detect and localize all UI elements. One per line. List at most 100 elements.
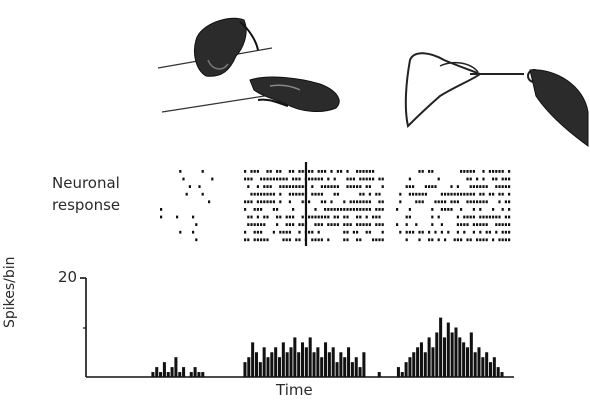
raster-spike (349, 177, 352, 181)
raster-spike (428, 230, 431, 234)
raster-spike (492, 238, 495, 242)
raster-spike (501, 177, 504, 181)
raster-spike (260, 208, 263, 211)
raster-spike (256, 192, 259, 196)
raster-spike (198, 185, 201, 188)
histogram-bar (312, 352, 316, 377)
raster-spike (440, 223, 443, 226)
raster-spike (244, 238, 247, 242)
raster-spike (346, 170, 349, 173)
histogram-bar (462, 342, 466, 377)
raster-spike (456, 192, 459, 196)
histogram-bar (277, 357, 282, 377)
raster-spike (375, 208, 378, 211)
raster-spike (408, 185, 411, 188)
raster-spike (434, 230, 437, 234)
raster-spike (437, 177, 440, 181)
raster-spike (298, 223, 301, 226)
histogram-bar (458, 337, 462, 377)
raster-spike (308, 200, 311, 204)
raster-spike (301, 192, 304, 196)
raster-spike (476, 238, 479, 242)
raster-spike (301, 185, 304, 188)
raster-spike (244, 208, 247, 211)
raster-spike (504, 238, 507, 242)
raster-spike (508, 230, 511, 234)
histogram-bar (431, 347, 435, 377)
raster-spike (333, 215, 336, 219)
raster-spike (431, 208, 434, 211)
raster-spike (466, 223, 469, 226)
histogram-bar (297, 352, 301, 377)
raster-spike (431, 238, 434, 242)
raster-spike (453, 200, 456, 204)
raster-spike (298, 170, 301, 173)
raster-spike (508, 177, 511, 181)
raster-spike (378, 238, 381, 242)
raster-spike (336, 185, 339, 188)
raster-spike (301, 215, 304, 219)
raster-spike (295, 185, 298, 188)
hand-grasping-with-tool-icon (404, 52, 589, 147)
raster-spike (368, 230, 371, 234)
raster-spike (352, 208, 355, 211)
raster-spike (356, 215, 359, 219)
raster-spike (479, 192, 482, 196)
histogram-bar (465, 347, 469, 377)
raster-spike (260, 238, 263, 242)
raster-spike (476, 185, 479, 188)
raster-spike (247, 238, 250, 242)
raster-spike (192, 215, 195, 219)
raster-spike (356, 185, 359, 188)
raster-spike (314, 223, 317, 226)
histogram-bar (178, 372, 182, 377)
raster-spike (253, 238, 256, 242)
raster-spike (498, 215, 501, 219)
raster-spike (456, 230, 459, 234)
raster-spike (308, 215, 311, 219)
raster-spike (333, 208, 336, 211)
y-axis-label: Spikes/bin (2, 256, 18, 328)
histogram-bar (331, 347, 335, 377)
histogram-bar (335, 362, 339, 377)
histogram-bar (308, 337, 312, 377)
raster-spike (295, 177, 298, 181)
raster-spike (295, 192, 298, 196)
raster-spike (444, 208, 447, 211)
raster-spike (247, 177, 250, 181)
raster-spike (288, 192, 291, 196)
raster-spike (418, 230, 421, 234)
raster-spike (352, 177, 355, 181)
raster-spike (472, 223, 475, 226)
raster-spike (311, 192, 314, 196)
raster-spike (453, 192, 456, 196)
raster-spike (266, 185, 269, 188)
histogram-bar (454, 327, 458, 377)
raster-spike (269, 177, 272, 181)
raster-spike (460, 208, 463, 211)
histogram-bar (404, 362, 408, 377)
raster-spike (346, 177, 349, 181)
raster-spike (288, 223, 291, 226)
raster-spike (311, 177, 314, 181)
raster-spike (375, 215, 378, 219)
raster-spike (272, 192, 275, 196)
raster-spike (485, 185, 488, 188)
raster-spike (320, 192, 323, 196)
raster-spike (324, 170, 327, 173)
raster-spike (272, 208, 275, 211)
raster-spike (260, 192, 263, 196)
raster-spike (463, 230, 466, 234)
raster-spike (253, 192, 256, 196)
raster-spike (421, 170, 424, 173)
raster-spike (418, 200, 421, 204)
histogram-bar (481, 357, 485, 377)
raster-spike (488, 170, 491, 173)
histogram-bar (496, 367, 500, 377)
raster-spike (504, 215, 507, 219)
raster-spike (343, 208, 346, 211)
histogram-bar (354, 357, 358, 377)
raster-spike (375, 223, 378, 226)
raster-spike (479, 208, 482, 211)
